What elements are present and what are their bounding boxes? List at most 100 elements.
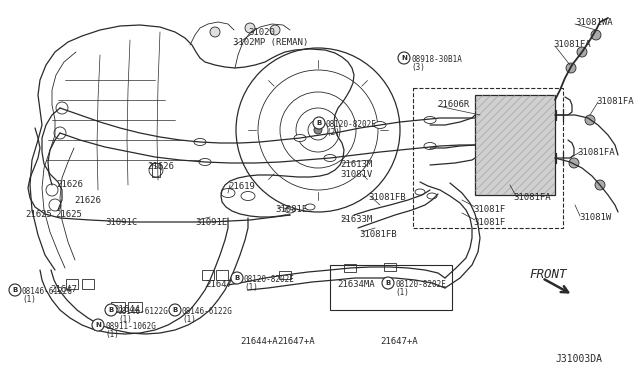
Bar: [384, 263, 396, 271]
Text: 08911-1062G: 08911-1062G: [105, 322, 156, 331]
Circle shape: [382, 277, 394, 289]
Text: 31081F: 31081F: [473, 218, 505, 227]
Text: 31081FB: 31081FB: [359, 230, 397, 239]
Ellipse shape: [324, 154, 336, 161]
Text: 21634MA: 21634MA: [337, 280, 374, 289]
Circle shape: [92, 319, 104, 331]
Bar: [128, 302, 142, 312]
Text: 31081FA: 31081FA: [513, 193, 550, 202]
Bar: [413, 88, 563, 228]
Ellipse shape: [424, 142, 436, 150]
Ellipse shape: [305, 204, 315, 210]
Text: N: N: [95, 322, 101, 328]
Circle shape: [46, 184, 58, 196]
Text: 31091E: 31091E: [195, 218, 227, 227]
Text: 21606R: 21606R: [437, 100, 469, 109]
Circle shape: [105, 304, 117, 316]
Text: 21647: 21647: [50, 285, 77, 294]
Text: J31003DA: J31003DA: [555, 354, 602, 364]
Circle shape: [566, 63, 576, 73]
Bar: [330, 265, 452, 310]
Circle shape: [245, 23, 255, 33]
Ellipse shape: [199, 158, 211, 166]
Text: 08918-30B1A: 08918-30B1A: [411, 55, 462, 64]
Text: N: N: [401, 55, 407, 61]
Text: (1): (1): [22, 295, 36, 304]
Circle shape: [231, 272, 243, 284]
Ellipse shape: [374, 122, 386, 128]
Circle shape: [270, 25, 280, 35]
Text: 3102MP (REMAN): 3102MP (REMAN): [233, 38, 308, 47]
Circle shape: [314, 126, 322, 134]
Text: 21626: 21626: [56, 180, 83, 189]
Text: 21619: 21619: [228, 182, 255, 191]
Circle shape: [569, 158, 579, 168]
Text: 31081FB: 31081FB: [368, 193, 406, 202]
Text: 21613M: 21613M: [340, 160, 372, 169]
Text: 08120-8202E: 08120-8202E: [244, 275, 295, 284]
Circle shape: [169, 304, 181, 316]
Ellipse shape: [424, 116, 436, 124]
Text: 31081W: 31081W: [579, 213, 611, 222]
Text: (2): (2): [326, 128, 340, 137]
Ellipse shape: [285, 207, 295, 213]
Text: 08146-6122G: 08146-6122G: [118, 307, 169, 316]
Circle shape: [210, 27, 220, 37]
Circle shape: [591, 30, 601, 40]
Text: (3): (3): [411, 63, 425, 72]
Bar: [475, 95, 555, 195]
Text: 31081E: 31081E: [275, 205, 307, 214]
Text: B: B: [316, 120, 322, 126]
Bar: [111, 302, 125, 312]
Text: 31081FA: 31081FA: [577, 148, 614, 157]
Text: 08120-8202E: 08120-8202E: [326, 120, 377, 129]
Text: 21625: 21625: [55, 210, 82, 219]
Text: B: B: [108, 307, 114, 313]
Text: 31081WA: 31081WA: [575, 18, 612, 27]
Text: B: B: [234, 275, 239, 281]
Circle shape: [49, 199, 61, 211]
Text: 21647+A: 21647+A: [380, 337, 418, 346]
Bar: [344, 264, 356, 272]
Ellipse shape: [241, 192, 255, 201]
Text: (1): (1): [182, 315, 196, 324]
Text: 31081V: 31081V: [340, 170, 372, 179]
Text: 08146-6122G: 08146-6122G: [22, 287, 73, 296]
Text: FRONT: FRONT: [529, 268, 566, 281]
Circle shape: [9, 284, 21, 296]
Ellipse shape: [194, 138, 206, 145]
Text: 08120-8202E: 08120-8202E: [395, 280, 446, 289]
Text: (1): (1): [244, 283, 258, 292]
Text: 31091C: 31091C: [105, 218, 137, 227]
Circle shape: [54, 127, 66, 139]
Bar: [202, 270, 214, 280]
Ellipse shape: [294, 135, 306, 141]
Text: B: B: [172, 307, 178, 313]
Circle shape: [398, 52, 410, 64]
Circle shape: [595, 180, 605, 190]
Bar: [279, 271, 291, 279]
Text: 31081F: 31081F: [473, 205, 505, 214]
Text: 31081FA: 31081FA: [553, 40, 591, 49]
Bar: [66, 279, 78, 289]
Bar: [82, 279, 94, 289]
Text: 08146-6122G: 08146-6122G: [182, 307, 233, 316]
Text: (1): (1): [105, 330, 119, 339]
Circle shape: [585, 115, 595, 125]
Text: 31081FA: 31081FA: [596, 97, 634, 106]
Text: B: B: [12, 287, 18, 293]
Ellipse shape: [427, 193, 437, 199]
Text: 21644: 21644: [113, 305, 140, 314]
Text: 21647: 21647: [205, 280, 232, 289]
Text: 31020: 31020: [248, 28, 275, 37]
Text: 21644+A: 21644+A: [240, 337, 278, 346]
Circle shape: [313, 117, 325, 129]
Text: 21633M: 21633M: [340, 215, 372, 224]
Circle shape: [149, 163, 163, 177]
Circle shape: [56, 102, 68, 114]
Ellipse shape: [415, 189, 425, 195]
Bar: [216, 270, 228, 280]
Circle shape: [577, 47, 587, 57]
Ellipse shape: [221, 189, 235, 198]
Text: 21626: 21626: [74, 196, 101, 205]
